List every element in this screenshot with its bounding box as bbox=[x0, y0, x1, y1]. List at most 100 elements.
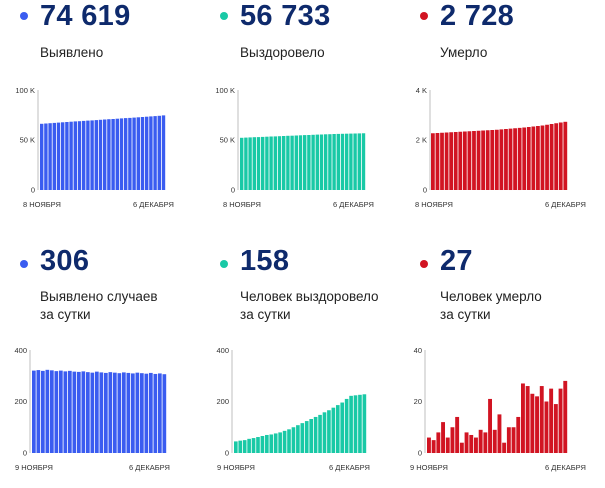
bar bbox=[248, 137, 252, 190]
y-tick-label: 400 bbox=[216, 346, 229, 355]
bar bbox=[521, 383, 525, 453]
bar bbox=[497, 414, 502, 454]
bar bbox=[318, 414, 322, 453]
bar bbox=[344, 398, 349, 453]
y-tick-label: 0 bbox=[31, 186, 35, 195]
bar bbox=[549, 388, 554, 454]
bar bbox=[260, 436, 265, 453]
bar bbox=[327, 410, 331, 453]
bar bbox=[511, 427, 516, 453]
bar bbox=[162, 374, 167, 453]
bar bbox=[68, 370, 72, 453]
bar bbox=[340, 402, 345, 453]
bar bbox=[136, 117, 140, 190]
bar bbox=[513, 128, 517, 190]
bar bbox=[86, 120, 90, 190]
bar bbox=[508, 128, 513, 191]
bar bbox=[132, 117, 136, 190]
bar bbox=[558, 388, 563, 454]
bar bbox=[526, 127, 531, 190]
bar bbox=[161, 115, 166, 190]
bar bbox=[115, 118, 119, 190]
bar bbox=[104, 372, 108, 453]
bar bbox=[145, 116, 149, 190]
bar bbox=[94, 120, 98, 190]
bar bbox=[40, 123, 44, 190]
bar bbox=[315, 134, 319, 190]
bar bbox=[449, 132, 454, 190]
bar bbox=[540, 125, 545, 190]
bar bbox=[474, 437, 478, 453]
x-label-end: 6 ДЕКАБРЯ bbox=[329, 463, 370, 472]
bar bbox=[242, 440, 247, 454]
bar bbox=[273, 136, 277, 190]
bar bbox=[516, 416, 521, 453]
deaths-daily-label: Человек умерло за сутки bbox=[440, 289, 542, 322]
bar bbox=[290, 135, 294, 190]
bar bbox=[128, 117, 132, 190]
bar bbox=[140, 117, 145, 190]
bar bbox=[282, 136, 286, 190]
bar bbox=[441, 422, 445, 453]
bar bbox=[544, 401, 549, 453]
bar bbox=[45, 369, 50, 453]
bar bbox=[252, 137, 256, 190]
bar bbox=[108, 372, 113, 453]
recovered-daily-dot-icon bbox=[220, 260, 228, 268]
bar bbox=[311, 134, 315, 190]
bar bbox=[563, 380, 568, 453]
recovered-daily-label: Человек выздоровело за сутки bbox=[240, 289, 379, 322]
recovered-daily-value: 158 bbox=[240, 245, 290, 277]
bar bbox=[56, 122, 61, 190]
bar bbox=[244, 137, 248, 190]
bar bbox=[536, 126, 540, 190]
bar bbox=[117, 373, 122, 453]
x-label-end: 6 ДЕКАБРЯ bbox=[133, 200, 174, 209]
bar bbox=[467, 131, 472, 190]
bar bbox=[331, 407, 336, 453]
y-tick-label: 400 bbox=[14, 346, 27, 355]
bar bbox=[273, 433, 278, 453]
x-label-start: 9 НОЯБРЯ bbox=[217, 463, 255, 472]
bar bbox=[99, 372, 104, 453]
bar bbox=[277, 136, 282, 190]
bar bbox=[124, 118, 128, 190]
bar bbox=[431, 440, 436, 454]
bar bbox=[50, 370, 54, 453]
deaths-daily-dot-icon bbox=[420, 260, 428, 268]
bar bbox=[103, 119, 107, 190]
bar bbox=[149, 116, 153, 190]
bar bbox=[440, 132, 444, 190]
bar bbox=[481, 130, 485, 190]
bar bbox=[54, 371, 59, 453]
detected-dot-icon bbox=[20, 12, 28, 20]
detected-total-chart: 0 50 K 100 K 8 НОЯБРЯ 6 ДЕКАБРЯ bbox=[15, 86, 174, 209]
y-tick-label: 100 K bbox=[15, 86, 35, 95]
bar bbox=[307, 135, 311, 190]
x-label-start: 8 НОЯБРЯ bbox=[223, 200, 261, 209]
bar bbox=[545, 124, 549, 190]
bar bbox=[32, 370, 36, 453]
bar bbox=[278, 432, 282, 453]
bar bbox=[107, 119, 111, 190]
bar bbox=[345, 133, 349, 190]
bar bbox=[469, 434, 474, 453]
bar bbox=[539, 386, 544, 453]
panel-deaths-total: 2 728 Умерло 0 2 K 4 K 8 НОЯБРЯ 6 ДЕКАБРЯ bbox=[400, 0, 605, 220]
bar bbox=[63, 371, 68, 453]
bar bbox=[530, 393, 535, 453]
detected-total-label: Выявлено bbox=[40, 45, 104, 60]
bar bbox=[44, 123, 48, 190]
deaths-total-label: Умерло bbox=[440, 45, 488, 60]
bar bbox=[119, 118, 124, 190]
bar bbox=[41, 370, 45, 453]
bar bbox=[82, 120, 86, 190]
bar bbox=[304, 421, 309, 453]
bar bbox=[135, 372, 140, 453]
bar bbox=[328, 134, 332, 190]
bar bbox=[153, 116, 157, 190]
bar bbox=[453, 132, 458, 190]
bar bbox=[296, 425, 300, 453]
y-tick-label: 4 K bbox=[416, 86, 427, 95]
y-tick-label: 20 bbox=[414, 397, 422, 406]
